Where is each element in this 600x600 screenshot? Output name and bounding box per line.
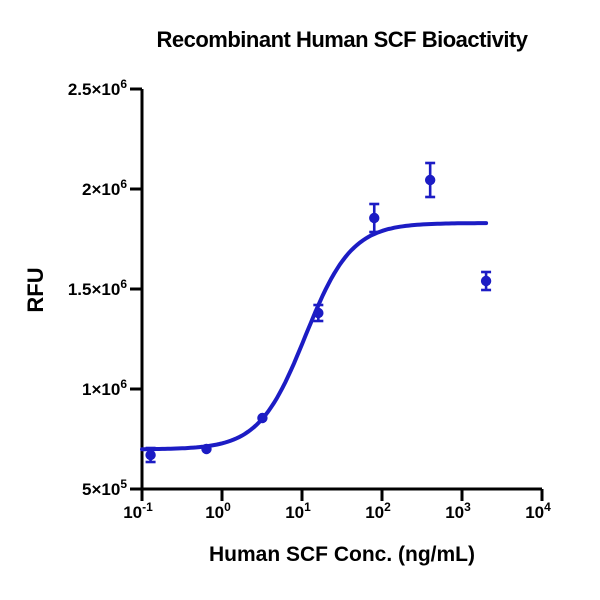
x-tick-label: 10-1 bbox=[123, 500, 153, 522]
y-tick-label: 5×105 bbox=[82, 477, 127, 499]
y-tick-label: 2×106 bbox=[82, 177, 127, 199]
data-point bbox=[313, 307, 324, 319]
y-tick-label: 1×106 bbox=[82, 377, 127, 399]
data-point bbox=[369, 212, 380, 224]
data-point bbox=[480, 275, 492, 287]
data-points bbox=[145, 174, 492, 461]
x-tick-label: 104 bbox=[525, 500, 551, 522]
x-axis-title: Human SCF Conc. (ng/mL) bbox=[209, 543, 475, 566]
x-tick-label: 100 bbox=[205, 500, 231, 522]
data-point bbox=[424, 174, 436, 186]
x-tick-label: 101 bbox=[285, 500, 311, 522]
data-point bbox=[145, 449, 156, 461]
data-point bbox=[201, 443, 212, 455]
y-tick-label: 2.5×106 bbox=[68, 77, 127, 99]
chart-title: Recombinant Human SCF Bioactivity bbox=[156, 27, 528, 52]
x-tick-label: 103 bbox=[445, 500, 471, 522]
y-ticks: 5×105 1×106 1.5×106 2×106 2.5×106 bbox=[68, 77, 142, 499]
fit-curve bbox=[140, 221, 489, 452]
data-point bbox=[257, 412, 268, 424]
x-tick-label: 102 bbox=[365, 500, 391, 522]
x-ticks: 10-1 100 101 102 103 104 bbox=[123, 489, 551, 522]
y-tick-label: 1.5×106 bbox=[68, 277, 127, 299]
